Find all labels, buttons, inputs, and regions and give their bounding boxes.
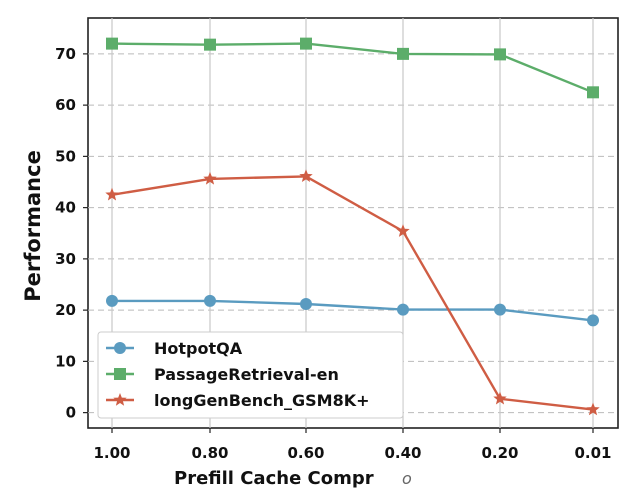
legend: HotpotQA PassageRetrieval-en longGenBenc… [97, 331, 404, 419]
x-axis-label: Prefill Cache Compr [174, 468, 374, 489]
point-passageretrieval-en-0 [106, 37, 118, 50]
series-line-longgenbench-gsm8k- [111, 175, 594, 411]
legend-marker-passageretrieval [114, 368, 126, 380]
point-passageretrieval-en-3 [397, 47, 409, 60]
legend-label-hotpotqa: HotpotQA [154, 339, 243, 358]
legend-marker-hotpotqa [114, 342, 126, 354]
point-passageretrieval-en-2 [300, 37, 312, 50]
point-hotpotqa-1 [204, 294, 216, 307]
point-hotpotqa-5 [587, 314, 599, 327]
x-axis-label-occluded-fragment: o [402, 469, 412, 488]
y-axis-label: Performance [21, 150, 45, 302]
axes: 0 10 20 30 40 50 60 70 1.00 0.80 0.60 0.40 0.20 0.01 [55, 45, 611, 462]
x-tick-label-2: 0.60 [287, 444, 324, 462]
legend-label-passageretrieval: PassageRetrieval-en [154, 365, 339, 384]
x-tick-label-3: 0.40 [384, 444, 421, 462]
legend-label-longgenbench: longGenBench_GSM8K+ [154, 391, 370, 410]
point-longgenbench-gsm8k--4 [493, 391, 507, 405]
x-tick-label-5: 0.01 [574, 444, 611, 462]
point-longgenbench-gsm8k--1 [203, 171, 217, 185]
x-tick-label-0: 1.00 [93, 444, 130, 462]
point-hotpotqa-4 [494, 303, 506, 316]
y-tick-label-40: 40 [55, 199, 76, 217]
series-line-hotpotqa [112, 299, 594, 322]
y-tick-label-60: 60 [55, 96, 76, 114]
point-passageretrieval-en-4 [494, 48, 506, 61]
point-passageretrieval-en-1 [204, 38, 216, 51]
x-tick-label-1: 0.80 [191, 444, 228, 462]
legend-box [97, 331, 404, 419]
point-hotpotqa-3 [397, 303, 409, 316]
point-hotpotqa-2 [300, 297, 312, 310]
series-layer [105, 37, 600, 416]
point-longgenbench-gsm8k--5 [586, 402, 600, 416]
y-tick-label-30: 30 [55, 250, 76, 268]
y-tick-label-50: 50 [55, 147, 76, 165]
point-passageretrieval-en-5 [587, 86, 599, 99]
point-hotpotqa-0 [106, 294, 118, 307]
point-longgenbench-gsm8k--2 [299, 169, 313, 182]
x-tick-label-4: 0.20 [481, 444, 518, 462]
legend-marker-longgenbench [113, 393, 127, 406]
series-line-passageretrieval-en [111, 42, 594, 94]
y-tick-label-20: 20 [55, 301, 76, 319]
point-longgenbench-gsm8k--3 [396, 224, 410, 237]
y-tick-label-70: 70 [55, 45, 76, 63]
y-tick-label-0: 0 [66, 404, 76, 422]
point-longgenbench-gsm8k--0 [105, 187, 119, 201]
y-tick-label-10: 10 [55, 352, 76, 370]
